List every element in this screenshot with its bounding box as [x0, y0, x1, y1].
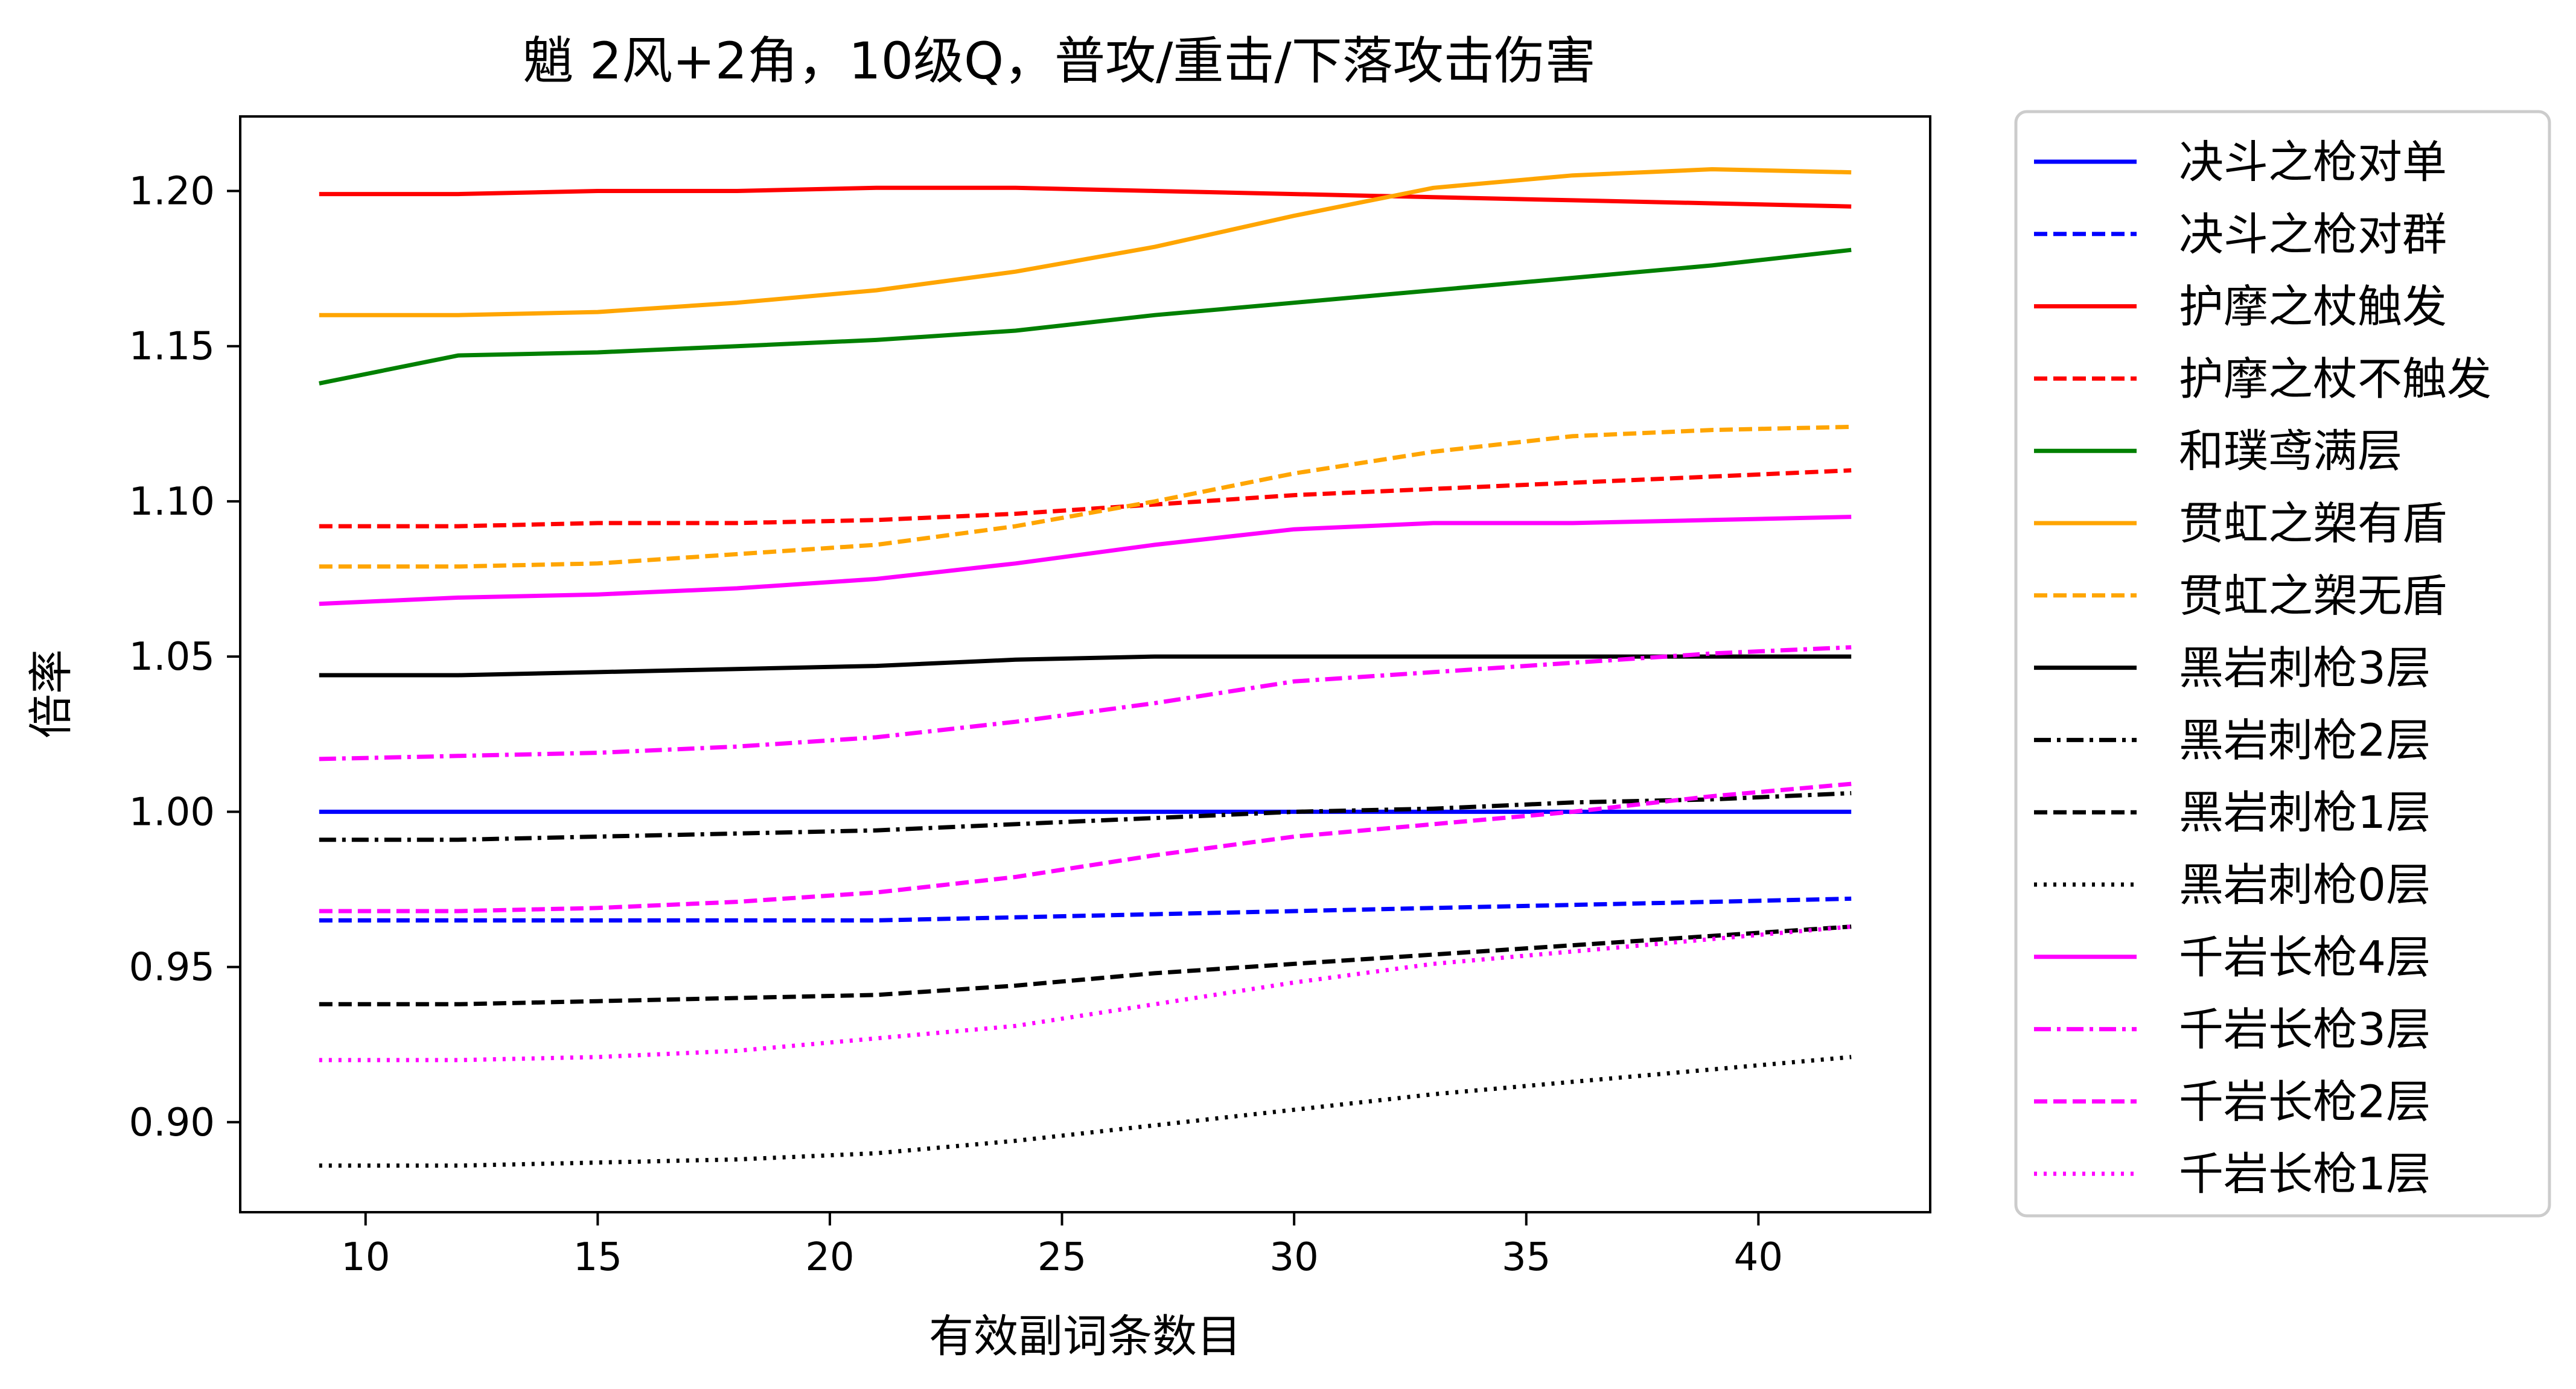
series-line-13: [319, 645, 1852, 761]
x-tick-label: 40: [1734, 1235, 1783, 1280]
y-tick-label: 0.90: [129, 1101, 215, 1145]
legend-label: 千岩长枪4层: [2179, 932, 2431, 984]
plot-frame: [239, 115, 1931, 1213]
y-tick-label: 1.15: [129, 325, 215, 369]
series-line-3: [319, 185, 1852, 209]
y-tick-label: 0.95: [129, 946, 215, 990]
series-line-5: [319, 247, 1852, 386]
legend-label: 护摩之杖不触发: [2179, 353, 2492, 405]
series-line-7: [319, 424, 1852, 569]
x-tick-label: 20: [805, 1235, 854, 1280]
legend-label: 黑岩刺枪1层: [2179, 787, 2431, 839]
series-line-10: [319, 924, 1852, 1006]
legend-label: 决斗之枪对单: [2179, 136, 2447, 188]
legend-label: 黑岩刺枪0层: [2179, 859, 2431, 911]
legend-label: 和璞鸢满层: [2179, 425, 2402, 477]
legend-label: 黑岩刺枪2层: [2179, 714, 2431, 766]
series-line-2: [319, 896, 1852, 923]
x-tick-label: 25: [1038, 1235, 1086, 1280]
legend-label: 千岩长枪3层: [2179, 1004, 2431, 1056]
legend-label: 黑岩刺枪3层: [2179, 643, 2431, 694]
legend-label: 决斗之枪对群: [2179, 209, 2447, 261]
series-line-12: [319, 515, 1852, 606]
x-tick-label: 10: [341, 1235, 390, 1280]
legend-label: 贯虹之槊无盾: [2179, 570, 2447, 622]
legend-label: 贯虹之槊有盾: [2179, 498, 2447, 550]
x-tick-label: 30: [1269, 1235, 1318, 1280]
series-line-6: [319, 167, 1852, 317]
legend-label: 千岩长枪1层: [2179, 1148, 2431, 1200]
y-tick-label: 1.05: [129, 635, 215, 679]
series-line-4: [319, 468, 1852, 529]
y-tick-label: 1.00: [129, 790, 215, 834]
series-line-8: [319, 654, 1852, 678]
x-axis: 10 15 20 25 30 35 40: [341, 1212, 1783, 1280]
y-tick-label: 1.20: [129, 169, 215, 214]
series-line-9: [319, 791, 1852, 842]
legend: 决斗之枪对单决斗之枪对群护摩之杖触发护摩之杖不触发和璞鸢满层贯虹之槊有盾贯虹之槊…: [2014, 110, 2551, 1218]
series-lines: [319, 167, 1852, 1168]
x-axis-label: 有效副词条数目: [929, 1311, 1242, 1362]
legend-label: 护摩之杖触发: [2179, 281, 2447, 333]
series-line-14: [319, 781, 1852, 914]
x-tick-label: 35: [1502, 1235, 1551, 1280]
y-axis-label: 倍率: [25, 649, 77, 739]
y-tick-label: 1.10: [129, 480, 215, 524]
legend-label: 千岩长枪2层: [2179, 1076, 2431, 1128]
chart-title: 魈 2风+2角，10级Q，普攻/重击/下落攻击伤害: [523, 31, 1596, 91]
x-tick-label: 15: [573, 1235, 622, 1280]
legend-frame: [2014, 110, 2551, 1218]
y-axis: 0.90 0.95 1.00 1.05 1.10 1.15 1.20: [129, 169, 240, 1145]
